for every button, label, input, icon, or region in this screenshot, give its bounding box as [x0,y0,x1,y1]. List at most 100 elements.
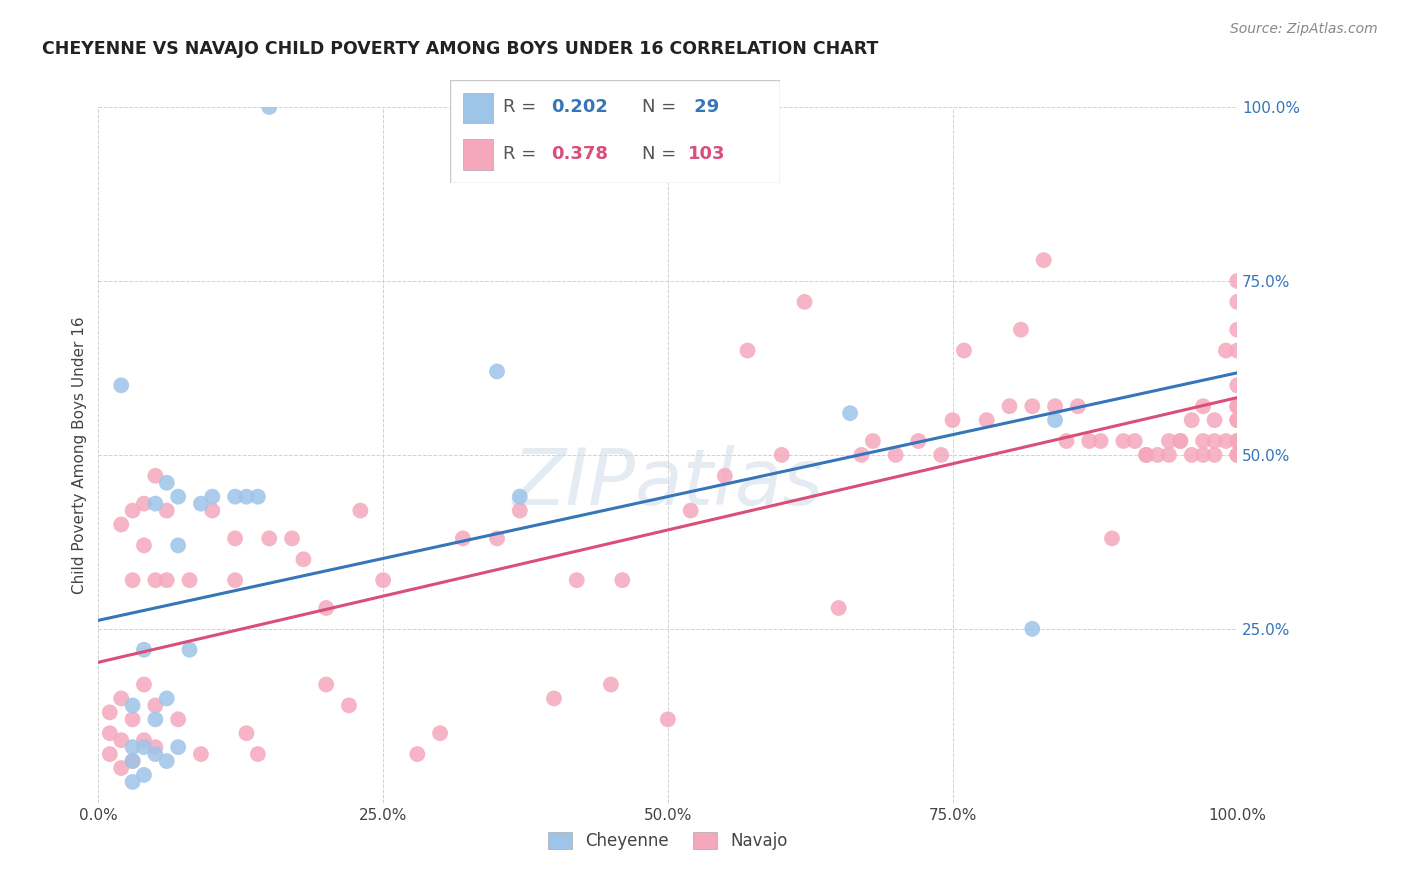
Point [1226,413,1249,427]
Point [156,573,179,587]
Point [953,343,976,358]
Point [179,642,201,657]
Point [121,775,143,789]
Point [132,740,155,755]
Point [1170,434,1192,448]
Point [349,503,371,517]
Point [1078,434,1101,448]
Point [121,712,143,726]
Point [429,726,451,740]
Point [110,378,132,392]
Point [259,532,281,546]
Point [121,503,143,517]
Point [1226,413,1249,427]
Point [1010,323,1032,337]
Point [1135,448,1157,462]
Point [121,754,143,768]
Bar [463,93,494,123]
Point [98,747,121,761]
Point [600,677,623,691]
Point [246,490,269,504]
Point [235,726,257,740]
Point [110,517,132,532]
Point [1192,434,1215,448]
Point [1021,622,1043,636]
Point [1192,448,1215,462]
Point [224,490,246,504]
Point [1054,434,1078,448]
Point [167,712,190,726]
Point [679,503,702,517]
Point [1226,399,1249,413]
Point [145,468,167,483]
Point [110,733,132,747]
Point [1043,413,1066,427]
Point [657,712,679,726]
Point [1226,323,1249,337]
Text: N =: N = [641,98,682,117]
Y-axis label: Child Poverty Among Boys Under 16: Child Poverty Among Boys Under 16 [72,316,87,594]
Point [451,532,474,546]
Point [201,490,224,504]
Point [156,754,179,768]
Point [145,740,167,755]
Point [110,691,132,706]
Bar [463,139,494,169]
Text: 103: 103 [688,145,725,163]
Point [1204,448,1226,462]
Point [612,573,634,587]
Point [167,538,190,552]
Point [1226,399,1249,413]
Point [1067,399,1090,413]
Point [1101,532,1123,546]
Point [121,573,143,587]
Point [121,740,143,755]
Point [851,448,873,462]
Point [1226,343,1249,358]
Point [121,698,143,713]
Point [224,532,246,546]
Point [714,468,737,483]
Point [1157,448,1180,462]
Point [942,413,965,427]
Point [976,413,998,427]
Point [1181,413,1204,427]
Point [1112,434,1135,448]
Point [486,364,509,378]
Point [1146,448,1168,462]
Point [1135,448,1157,462]
Text: 0.202: 0.202 [551,98,607,117]
Point [132,497,155,511]
Point [145,712,167,726]
Point [156,503,179,517]
Point [406,747,429,761]
Point [132,733,155,747]
Point [1226,448,1249,462]
Point [1226,274,1249,288]
Point [839,406,862,420]
Point [337,698,360,713]
Point [1204,434,1226,448]
Point [1043,399,1066,413]
Text: 29: 29 [688,98,718,117]
Point [224,573,246,587]
Point [1157,434,1180,448]
Point [132,768,155,782]
Point [1032,253,1054,268]
Point [132,538,155,552]
Text: N =: N = [641,145,682,163]
Point [98,706,121,720]
Point [132,677,155,691]
Point [1123,434,1146,448]
Point [167,490,190,504]
Point [201,503,224,517]
Point [828,601,851,615]
Point [1192,399,1215,413]
Legend: Cheyenne, Navajo: Cheyenne, Navajo [541,826,794,857]
Point [156,691,179,706]
Point [179,573,201,587]
Point [1204,413,1226,427]
Point [770,448,793,462]
Point [259,100,281,114]
Point [371,573,394,587]
